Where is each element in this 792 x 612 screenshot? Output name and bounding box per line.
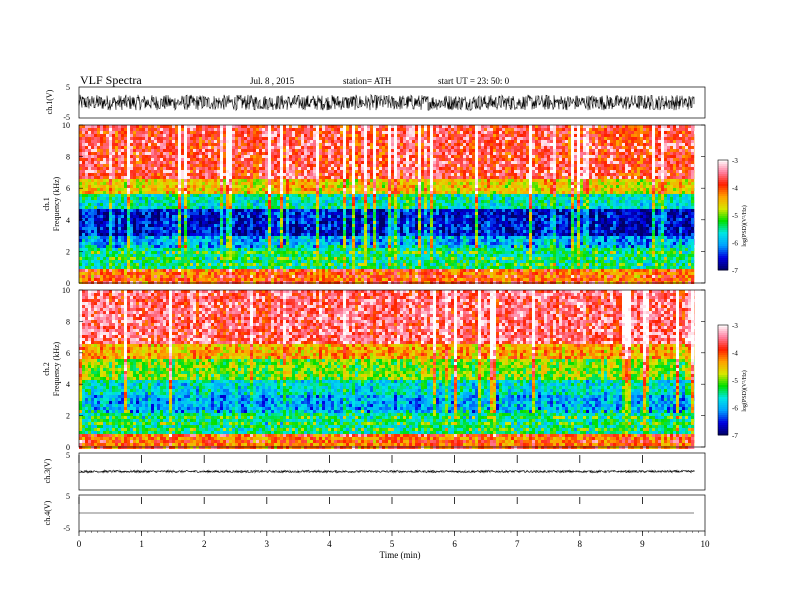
freq-tick-label: 4 [66, 216, 70, 225]
freq-tick-label: 10 [62, 121, 70, 130]
colorbar-tick-label: -7 [732, 267, 738, 275]
freq-tick-label: 2 [66, 247, 70, 256]
spectrogram-cells [79, 290, 694, 449]
x-tick-label: 9 [640, 539, 645, 549]
colorbar-tick-label: -7 [732, 432, 738, 440]
freq-tick-label: 6 [66, 349, 70, 358]
x-tick-label: 8 [578, 539, 583, 549]
ch1-frequency-label: Frequency (kHz) [52, 176, 61, 231]
x-tick-label: 4 [327, 539, 332, 549]
colorbar-tick-label: -5 [732, 212, 738, 220]
ch2-channel-label: ch.2 [42, 362, 51, 376]
ch3-ytick-top: 5 [66, 451, 70, 460]
date-label: Jul. 8 , 2015 [250, 76, 295, 86]
ch4-ytick-bottom: -5 [63, 524, 70, 533]
x-tick-label: 7 [515, 539, 520, 549]
ch2-frequency-label: Frequency (kHz) [52, 341, 61, 396]
freq-tick-label: 8 [66, 317, 70, 326]
freq-tick-label: 6 [66, 184, 70, 193]
freq-tick-label: 2 [66, 412, 70, 421]
x-tick-label: 6 [452, 539, 457, 549]
colorbar-tick-label: -3 [732, 157, 738, 165]
colorbar-tick-label: -4 [732, 350, 738, 358]
x-tick-label: 3 [265, 539, 270, 549]
ch4-waveform-panel: ch.4(V) 5 -5 [43, 492, 705, 533]
spectrogram-cells [79, 125, 694, 284]
x-tick-label: 0 [77, 539, 82, 549]
colorbar-tick-label: -6 [732, 240, 738, 248]
freq-tick-label: 10 [62, 286, 70, 295]
x-tick-label: 10 [701, 539, 711, 549]
ch3-ylabel: ch.3(V) [43, 458, 52, 483]
colorbar-label: log(PSD)(V²/Hz) [741, 205, 748, 246]
x-axis-label: Time (min) [380, 550, 421, 560]
ch1-channel-label: ch.1 [42, 197, 51, 211]
ch4-ytick-top: 5 [66, 492, 70, 501]
ch4-ylabel: ch.4(V) [43, 500, 52, 525]
start-time-label: start UT = 23: 50: 0 [438, 76, 510, 86]
ch1-ylabel: ch.1(V) [45, 89, 54, 114]
colorbar-tick-label: -6 [732, 405, 738, 413]
freq-tick-label: 8 [66, 153, 70, 162]
vlf-figure: VLF Spectra Jul. 8 , 2015 station= ATH s… [0, 0, 792, 612]
colorbar-tick-label: -5 [732, 377, 738, 385]
colorbar-tick-label: -4 [732, 185, 738, 193]
colorbar-label: log(PSD)(V²/Hz) [741, 370, 748, 411]
x-tick-label: 5 [390, 539, 395, 549]
ch1-waveform-panel: ch.1(V) 5 -5 [45, 83, 705, 122]
x-tick-label: 2 [202, 539, 207, 549]
freq-tick-label: 4 [66, 380, 70, 389]
x-tick-label: 1 [139, 539, 144, 549]
ch1-ytick-top: 5 [66, 83, 70, 92]
figure-title: VLF Spectra [80, 73, 142, 87]
station-label: station= ATH [343, 76, 392, 86]
ch3-waveform-panel: ch.3(V) 5 [43, 451, 705, 490]
x-axis: 0 1 2 3 4 5 6 7 8 9 10 [77, 531, 710, 549]
colorbar-tick-label: -3 [732, 322, 738, 330]
